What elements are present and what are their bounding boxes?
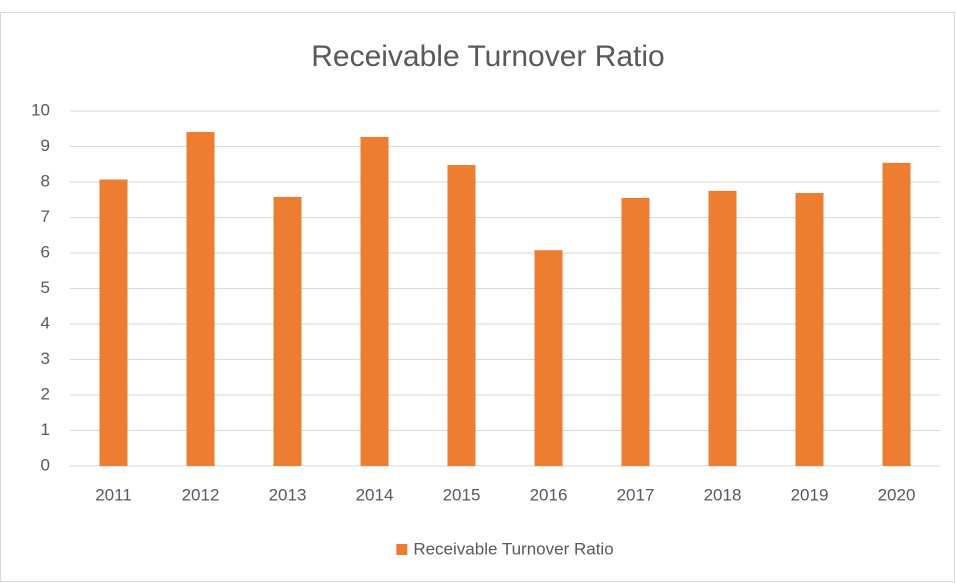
y-tick-label: 3 [41, 349, 50, 368]
bar [273, 196, 302, 466]
bar [882, 162, 911, 466]
bar [186, 131, 215, 466]
bar [708, 190, 737, 466]
y-tick-label: 5 [41, 278, 50, 297]
x-tick-label: 2017 [617, 485, 655, 504]
bar [360, 136, 389, 467]
bar [795, 193, 824, 466]
x-tick-label: 2018 [704, 485, 742, 504]
y-tick-label: 0 [41, 455, 50, 474]
x-tick-label: 2014 [356, 485, 394, 504]
y-tick-label: 10 [31, 100, 50, 119]
y-tick-label: 1 [41, 420, 50, 439]
x-tick-label: 2020 [878, 485, 916, 504]
x-tick-label: 2013 [269, 485, 307, 504]
y-tick-label: 6 [41, 242, 50, 261]
y-tick-label: 7 [41, 207, 50, 226]
x-tick-label: 2011 [95, 485, 132, 504]
y-tick-label: 9 [41, 136, 50, 155]
legend-label: Receivable Turnover Ratio [413, 539, 613, 558]
y-tick-label: 4 [41, 313, 50, 332]
chart-title: Receivable Turnover Ratio [311, 40, 665, 73]
bar [534, 250, 563, 466]
bar [621, 197, 650, 466]
y-tick-label: 8 [41, 171, 50, 190]
x-tick-label: 2012 [182, 485, 220, 504]
bar [447, 164, 476, 466]
x-tick-label: 2015 [443, 485, 481, 504]
bar [99, 179, 128, 466]
legend-swatch [396, 544, 408, 555]
x-tick-label: 2016 [530, 485, 568, 504]
x-tick-label: 2019 [791, 485, 829, 504]
y-tick-label: 2 [41, 384, 50, 403]
